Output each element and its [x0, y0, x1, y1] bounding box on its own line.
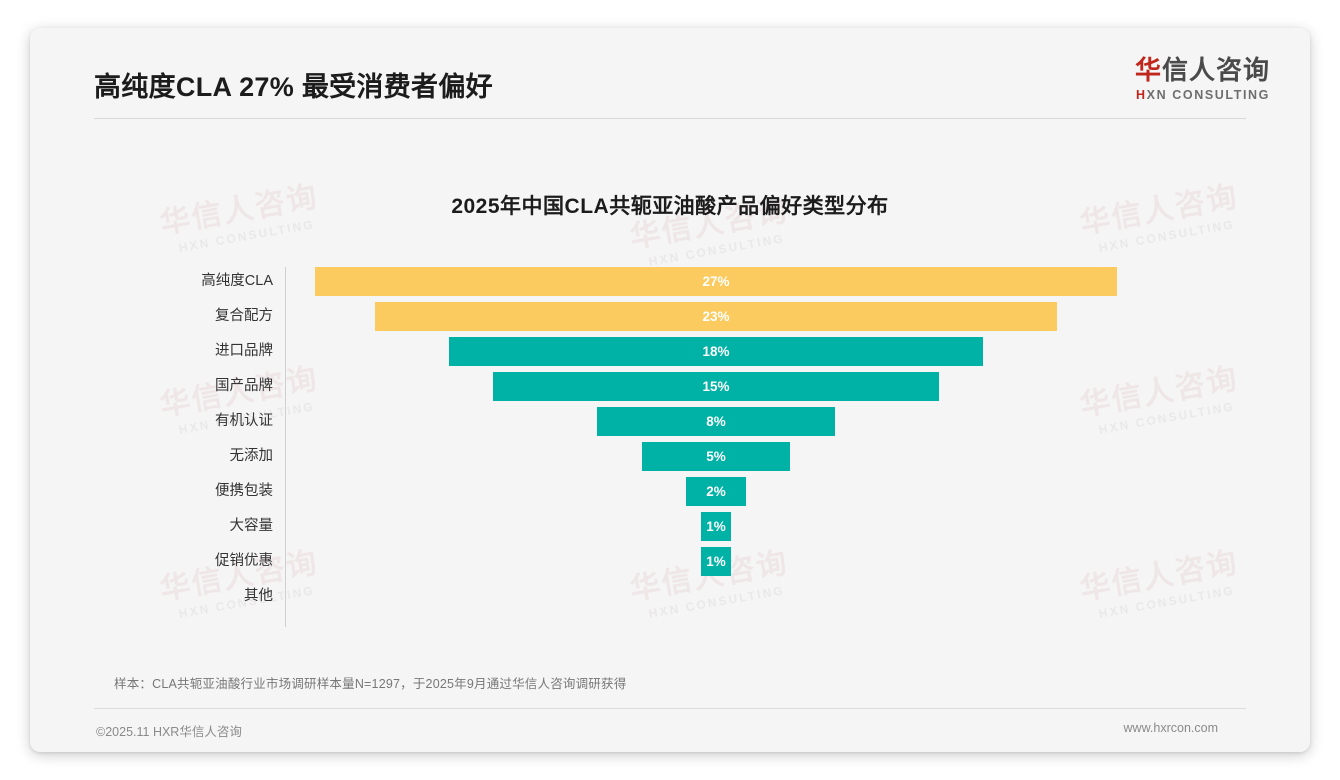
website-link[interactable]: www.hxrcon.com — [1123, 721, 1218, 735]
funnel-row: 进口品牌 18% — [30, 334, 1310, 369]
slide-footer: ©2025.11 HXR华信人咨询 www.hxrcon.com — [30, 710, 1310, 752]
footer-divider — [94, 708, 1246, 709]
funnel-bar[interactable]: 2% — [686, 477, 746, 506]
funnel-row: 其他 — [30, 579, 1310, 614]
slide-canvas: 华信人咨询 HXN CONSULTING 华信人咨询 HXN CONSULTIN… — [30, 28, 1310, 752]
funnel-row: 复合配方 23% — [30, 299, 1310, 334]
bar-value-label: 15% — [702, 378, 730, 394]
bar-value-label: 27% — [702, 273, 730, 289]
funnel-bar[interactable]: 1% — [701, 547, 731, 576]
bar-value-label: 8% — [706, 413, 726, 429]
funnel-bar[interactable]: 27% — [315, 267, 1117, 296]
category-label: 复合配方 — [215, 308, 273, 324]
logo-english-text: HXN CONSULTING — [1135, 88, 1270, 102]
funnel-plot: 高纯度CLA 27% 复合配方 23% 进口品牌 18% 国产品牌 15% 有机认证 8% 无添加 5… — [30, 264, 1310, 632]
funnel-bar[interactable]: 1% — [701, 512, 731, 541]
category-label: 高纯度CLA — [201, 273, 273, 289]
funnel-bar[interactable]: 15% — [493, 372, 939, 401]
header-divider — [94, 118, 1246, 119]
chart-container: 2025年中国CLA共轭亚油酸产品偏好类型分布 高纯度CLA 27% 复合配方 23%… — [30, 128, 1310, 668]
funnel-row: 高纯度CLA 27% — [30, 264, 1310, 299]
bar-value-label: 5% — [706, 448, 726, 464]
logo-chinese-text: 华信人咨询 — [1134, 55, 1270, 85]
category-label: 促销优惠 — [215, 553, 273, 569]
funnel-row: 便携包装 2% — [30, 474, 1310, 509]
category-axis-line — [285, 267, 286, 627]
funnel-row: 有机认证 8% — [30, 404, 1310, 439]
copyright-text: ©2025.11 HXR华信人咨询 — [96, 725, 242, 739]
page-title: 高纯度CLA 27% 最受消费者偏好 — [94, 72, 493, 102]
bar-value-label: 1% — [706, 553, 726, 569]
category-label: 大容量 — [229, 518, 274, 534]
category-label: 无添加 — [229, 448, 274, 464]
funnel-row: 促销优惠 1% — [30, 544, 1310, 579]
funnel-bar[interactable]: 8% — [597, 407, 835, 436]
funnel-bar[interactable]: 23% — [374, 302, 1058, 331]
bar-value-label: 18% — [702, 343, 730, 359]
category-label: 其他 — [244, 588, 273, 604]
category-label: 便携包装 — [215, 483, 273, 499]
logo-en-accent: H — [1136, 88, 1147, 103]
funnel-row: 大容量 1% — [30, 509, 1310, 544]
category-label: 有机认证 — [215, 413, 273, 429]
source-note: 样本：CLA共轭亚油酸行业市场调研样本量N=1297，于2025年9月通过华信人… — [114, 677, 627, 691]
funnel-row: 国产品牌 15% — [30, 369, 1310, 404]
funnel-bar[interactable]: 5% — [641, 442, 791, 471]
bar-value-label: 1% — [706, 518, 726, 534]
logo-en-rest: XN CONSULTING — [1146, 88, 1270, 103]
brand-logo: 华信人咨询 HXN CONSULTING — [1134, 55, 1270, 102]
funnel-row: 无添加 5% — [30, 439, 1310, 474]
bar-value-label: 2% — [706, 483, 726, 499]
logo-accent-char: 华 — [1134, 55, 1162, 85]
slide-header: 高纯度CLA 27% 最受消费者偏好 华信人咨询 HXN CONSULTING — [30, 28, 1310, 128]
category-label: 国产品牌 — [215, 378, 273, 394]
funnel-bar[interactable]: 18% — [448, 337, 984, 366]
chart-title: 2025年中国CLA共轭亚油酸产品偏好类型分布 — [451, 195, 889, 218]
bar-value-label: 23% — [702, 308, 730, 324]
logo-rest-chars: 信人咨询 — [1161, 55, 1270, 85]
category-label: 进口品牌 — [215, 343, 273, 359]
